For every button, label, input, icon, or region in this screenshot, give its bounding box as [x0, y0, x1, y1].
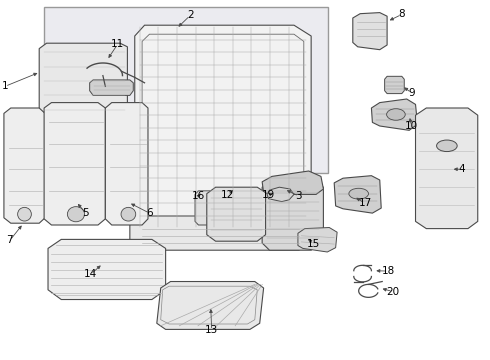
Polygon shape [353, 13, 387, 50]
Text: 10: 10 [405, 121, 418, 131]
Polygon shape [90, 80, 133, 95]
Polygon shape [334, 176, 381, 213]
Polygon shape [207, 187, 266, 241]
Polygon shape [4, 108, 45, 223]
Text: 14: 14 [84, 269, 98, 279]
Ellipse shape [121, 207, 136, 221]
Ellipse shape [349, 188, 368, 199]
Text: 6: 6 [146, 208, 153, 218]
Text: 5: 5 [82, 208, 89, 218]
Text: 8: 8 [398, 9, 405, 19]
Ellipse shape [387, 109, 405, 120]
Text: 7: 7 [6, 235, 13, 246]
Text: 11: 11 [111, 39, 124, 49]
Text: 12: 12 [221, 190, 235, 200]
Polygon shape [105, 103, 148, 225]
Polygon shape [39, 43, 127, 121]
Polygon shape [44, 103, 105, 225]
Polygon shape [135, 25, 311, 238]
Polygon shape [416, 108, 478, 229]
Text: 18: 18 [382, 266, 395, 276]
Text: 17: 17 [358, 198, 372, 208]
Text: 16: 16 [192, 191, 205, 201]
Polygon shape [37, 112, 130, 131]
Polygon shape [371, 99, 417, 130]
Polygon shape [157, 282, 264, 329]
Polygon shape [44, 7, 328, 173]
Polygon shape [195, 191, 213, 225]
Ellipse shape [18, 207, 31, 221]
Text: 3: 3 [295, 191, 302, 201]
Text: 2: 2 [187, 10, 194, 21]
Polygon shape [385, 76, 404, 94]
Text: 19: 19 [261, 190, 275, 201]
Text: 1: 1 [1, 81, 8, 91]
Text: 15: 15 [307, 239, 320, 249]
Ellipse shape [67, 207, 85, 222]
Polygon shape [298, 228, 337, 252]
Text: 4: 4 [459, 164, 466, 174]
Polygon shape [262, 171, 323, 194]
Polygon shape [267, 187, 294, 202]
Polygon shape [130, 216, 311, 250]
Polygon shape [262, 180, 323, 250]
Text: 20: 20 [387, 287, 399, 297]
Polygon shape [48, 239, 166, 300]
Text: 9: 9 [408, 88, 415, 98]
Ellipse shape [437, 140, 457, 152]
Text: 13: 13 [205, 325, 219, 336]
